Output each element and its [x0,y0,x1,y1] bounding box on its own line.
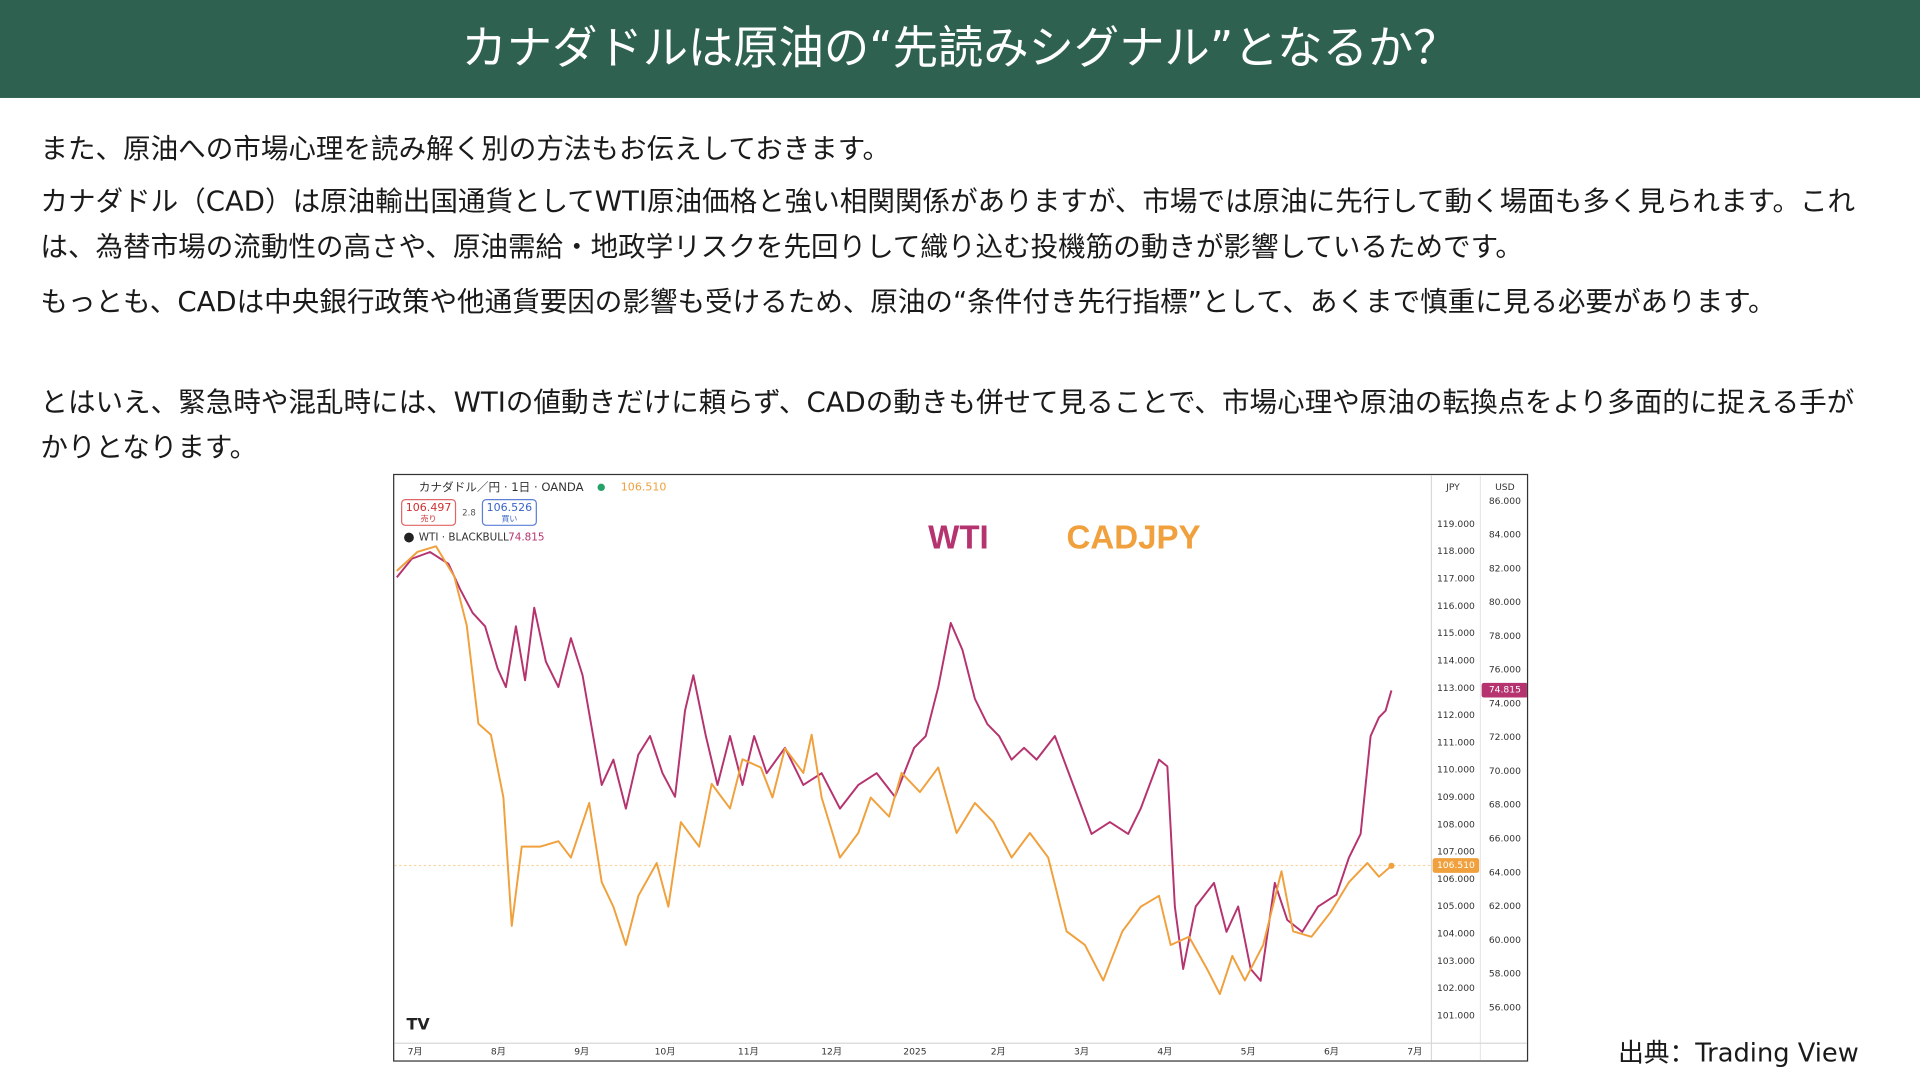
status-dot [597,483,605,492]
y-unit: JPY [1445,482,1460,493]
price-tag-label: 106.510 [1437,860,1475,871]
source-note: 出典：Trading View [1618,1038,1859,1068]
y2-tick-label: 60.000 [1489,935,1521,946]
y-tick-label: 102.000 [1437,983,1475,994]
ask-chip[interactable] [481,498,537,526]
bid-label: 売り [421,514,437,524]
y2-tick-label: 68.000 [1489,800,1521,811]
y-tick-label: 105.000 [1437,901,1475,912]
y2-tick-label: 80.000 [1489,597,1521,608]
x-tick-label: 2月 [991,1046,1006,1057]
overlay-label: WTI · BLACKBULL [419,532,509,544]
x-tick-label: 7月 [1407,1046,1422,1057]
y2-tick-label: 78.000 [1489,631,1521,642]
y2-tick-label: 64.000 [1489,867,1521,878]
x-tick-label: 5月 [1241,1046,1256,1057]
y-tick-label: 106.000 [1437,874,1475,885]
overlay-price: 74.815 [508,532,544,544]
y2-tick-label: 70.000 [1489,766,1521,777]
symbol-label: カナダドル／円 · 1日 · OANDA [419,480,584,494]
y2-tick-label: 66.000 [1489,833,1521,844]
x-tick-label: 7月 [408,1046,423,1057]
y-tick-label: 109.000 [1437,792,1475,803]
price-tag [1481,682,1529,698]
y-tick-label: 115.000 [1437,628,1475,639]
price-tag-label: 74.815 [1489,685,1521,696]
y-tick-label: 113.000 [1437,683,1475,694]
y2-tick-label: 82.000 [1489,563,1521,574]
y-tick-label: 107.000 [1437,847,1475,858]
y-tick-label: 112.000 [1437,710,1475,721]
series-line [396,545,1393,996]
y2-tick-label: 84.000 [1489,530,1521,541]
last-price: 106.510 [621,480,667,493]
y2-tick-label: 56.000 [1489,1002,1521,1013]
y-tick-label: 110.000 [1437,765,1475,776]
x-tick-label: 3月 [1074,1046,1089,1057]
x-tick-label: 10月 [655,1046,676,1057]
y2-tick-label: 86.000 [1489,496,1521,507]
ask-label: 買い [501,515,517,524]
x-tick-label: 4月 [1157,1046,1172,1057]
x-tick-label: 6月 [1324,1046,1339,1057]
spread: 2.8 [462,509,476,519]
y-tick-label: 101.000 [1437,1010,1475,1021]
y2-tick-label: 72.000 [1489,732,1521,743]
y-tick-label: 119.000 [1437,519,1475,530]
y-tick-label: 118.000 [1437,546,1475,557]
overlay-icon [404,532,414,543]
y2-unit: USD [1495,482,1515,493]
x-tick-label: 9月 [574,1046,589,1057]
series-line [396,551,1393,982]
series-label: CADJPY [1067,520,1201,557]
y2-tick-label: 76.000 [1489,665,1521,676]
y-tick-label: 108.000 [1437,819,1475,830]
paragraph: また、原油への市場心理を読み解く別の方法もお伝えしておきます。 [40,133,891,166]
y-tick-label: 111.000 [1437,737,1475,748]
paragraph: とはいえ、緊急時や混乱時には、WTIの値動きだけに頼らず、CADの動きも併せて見… [40,386,1855,465]
y-tick-label: 114.000 [1437,655,1475,666]
y2-tick-label: 62.000 [1489,901,1521,912]
series-label: WTI [928,520,989,557]
ask-price: 106.526 [487,501,533,514]
y2-tick-label: 74.000 [1489,698,1521,709]
bid-price: 106.497 [406,501,452,514]
last-point [1388,862,1395,869]
x-tick-label: 2025 [903,1046,927,1057]
y-tick-label: 117.000 [1437,574,1475,585]
x-tick-label: 8月 [491,1046,506,1057]
y-tick-label: 103.000 [1437,956,1475,967]
logo: TV [407,1014,431,1033]
bid-chip[interactable] [401,498,457,526]
slide-title: カナダドルは原油の“先読みシグナル”となるか？ [0,0,1920,98]
chart: カナダドル／円 · 1日 · OANDA 106.510 106.497 売り … [394,475,1529,1061]
y-tick-label: 104.000 [1437,929,1475,940]
y2-tick-label: 58.000 [1489,969,1521,980]
chart-screenshot: カナダドル／円 · 1日 · OANDA 106.510 106.497 売り … [393,473,1529,1062]
paragraph: カナダドル（CAD）は原油輸出国通貨としてWTI原油価格と強い相関関係があります… [40,186,1856,264]
paragraph: もっとも、CADは中央銀行政策や他通貨要因の影響も受けるため、原油の“条件付き先… [40,286,1776,319]
x-tick-label: 11月 [738,1046,759,1057]
x-tick-label: 12月 [821,1046,842,1057]
y-tick-label: 116.000 [1437,601,1475,612]
price-tag [1432,858,1480,873]
